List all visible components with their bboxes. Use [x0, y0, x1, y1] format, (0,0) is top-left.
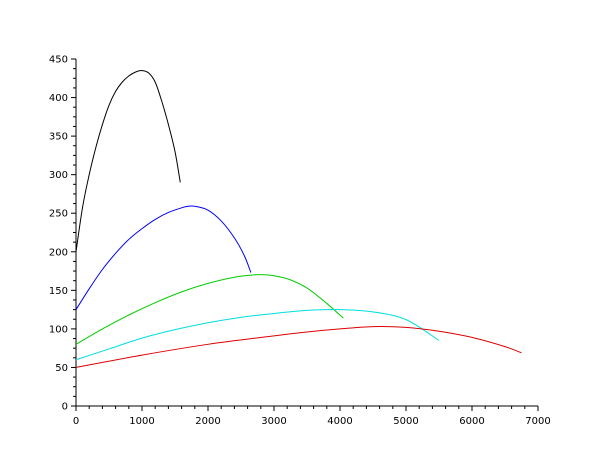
- series-line-5: [75, 325, 522, 368]
- axes: 0 50 100 150 200 250 300 350 400 450 0 1000 2000 3000…: [49, 55, 551, 428]
- x-tick-label: 6000: [459, 416, 484, 427]
- series-line-3: [75, 274, 344, 345]
- x-tick-label: 3000: [261, 416, 286, 427]
- x-tick-label: 7000: [525, 416, 550, 427]
- y-tick-label: 100: [49, 324, 68, 335]
- x-tick-label: 5000: [393, 416, 418, 427]
- x-tick-label: 2000: [195, 416, 220, 427]
- y-tick-label: 150: [49, 286, 68, 297]
- series-layer: [75, 70, 522, 368]
- series-line-4: [75, 309, 440, 361]
- x-tick-label: 1000: [129, 416, 154, 427]
- x-tick-label: 4000: [327, 416, 352, 427]
- y-tick-label: 350: [49, 132, 68, 143]
- y-tick-label: 400: [49, 93, 68, 104]
- y-tick-label: 300: [49, 170, 68, 181]
- y-tick-label: 450: [49, 55, 68, 66]
- y-tick-label: 250: [49, 209, 68, 220]
- y-tick-label: 50: [55, 363, 68, 374]
- y-tick-label: 0: [62, 402, 68, 413]
- y-tick-label: 200: [49, 247, 68, 258]
- series-line-2: [75, 205, 252, 310]
- series-line-1: [75, 70, 181, 252]
- x-tick-label: 0: [73, 416, 79, 427]
